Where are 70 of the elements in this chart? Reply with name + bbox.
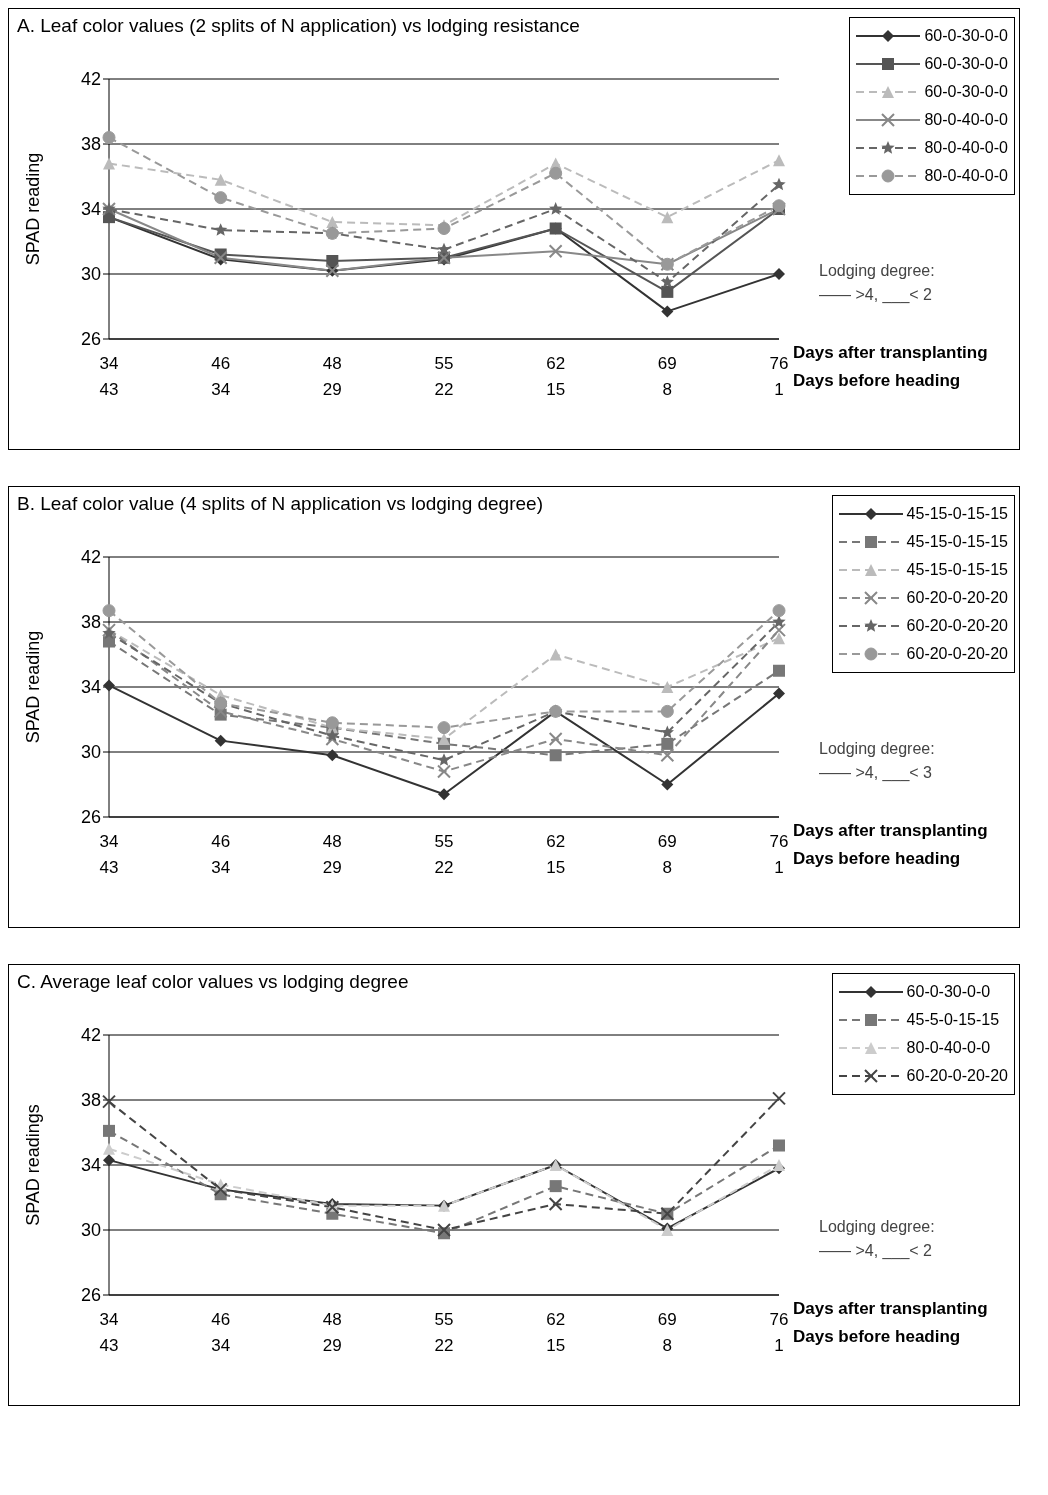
legend-label: 60-0-30-0-0 [924,27,1008,45]
text: Days before heading [793,849,961,869]
y-tick-label: 26 [80,807,101,828]
x-tick-label: 55 22 [434,1310,454,1355]
x-axis-title: Days after transplanting [793,343,988,363]
y-axis-title: SPAD reading [23,152,44,266]
text: —— >4, ___< 2 [819,285,933,306]
x-tick-label: 34 43 [99,1310,119,1355]
x-tick-label: 69 8 [657,832,677,877]
legend-label: 45-5-0-15-15 [906,1011,1000,1029]
y-tick-label: 38 [80,134,101,155]
y-tick-label: 34 [80,199,101,220]
x-tick-label: 48 29 [322,354,342,399]
y-tick-label: 26 [80,1285,101,1306]
chart-title: B. Leaf color value (4 splits of N application vs lodging degree) [17,493,543,515]
y-tick-label: 38 [80,1090,101,1111]
text: —— >4, ___< 2 [819,1241,933,1262]
legend-label: 80-0-40-0-0 [906,1039,991,1057]
y-tick-label: 30 [80,264,101,285]
text: Days before heading [793,371,961,391]
legend-label: 80-0-40-0-0 [924,139,1008,157]
y-tick-label: 38 [80,612,101,633]
x-tick-label: 46 34 [211,354,231,399]
x-tick-label: 55 22 [434,832,454,877]
x-tick-label: 76 1 [769,832,789,877]
legend-label: 60-0-30-0-0 [924,83,1008,101]
x-tick-label: 62 15 [546,1310,566,1355]
x-tick-label: 46 34 [211,832,231,877]
legend-label: 80-0-40-0-0 [924,167,1008,185]
y-tick-label: 26 [80,329,101,350]
legend-label: 45-15-0-15-15 [906,505,1008,523]
x-tick-label: 62 15 [546,832,566,877]
text: Lodging degree: [819,261,935,281]
legend-label: 60-20-0-20-20 [906,617,1008,635]
y-tick-label: 42 [80,69,101,90]
x-tick-label: 69 8 [657,1310,677,1355]
x-tick-label: 34 43 [99,832,119,877]
y-axis-title: SPAD reading [23,630,44,744]
x-axis-title: Days after transplanting [793,1299,988,1319]
legend-label: 60-20-0-20-20 [906,645,1008,663]
y-tick-label: 42 [80,1025,101,1046]
text: Days before heading [793,1327,961,1347]
x-tick-label: 34 43 [99,354,119,399]
text: Lodging degree: [819,739,935,759]
y-tick-label: 30 [80,1220,101,1241]
legend-label: 45-15-0-15-15 [906,561,1008,579]
chart-title: A. Leaf color values (2 splits of N application) vs lodging resistance [17,15,580,37]
x-tick-label: 69 8 [657,354,677,399]
y-tick-label: 30 [80,742,101,763]
y-tick-label: 34 [80,1155,101,1176]
text: —— >4, ___< 3 [819,763,933,784]
legend-label: 45-15-0-15-15 [906,533,1008,551]
legend-label: 60-0-30-0-0 [924,55,1008,73]
legend-label: 60-0-30-0-0 [906,983,991,1001]
x-tick-label: 76 1 [769,1310,789,1355]
x-tick-label: 48 29 [322,832,342,877]
x-tick-label: 48 29 [322,1310,342,1355]
x-tick-label: 55 22 [434,354,454,399]
chart-title: C. Average leaf color values vs lodging degree [17,971,409,993]
legend-label: 60-20-0-20-20 [906,589,1008,607]
x-tick-label: 76 1 [769,354,789,399]
text: Lodging degree: [819,1217,935,1237]
y-tick-label: 42 [80,547,101,568]
legend-label: 80-0-40-0-0 [924,111,1008,129]
y-axis-title: SPAD readings [23,1104,44,1226]
x-axis-title: Days after transplanting [793,821,988,841]
y-tick-label: 34 [80,677,101,698]
x-tick-label: 46 34 [211,1310,231,1355]
legend-label: 60-20-0-20-20 [906,1067,1008,1085]
x-tick-label: 62 15 [546,354,566,399]
